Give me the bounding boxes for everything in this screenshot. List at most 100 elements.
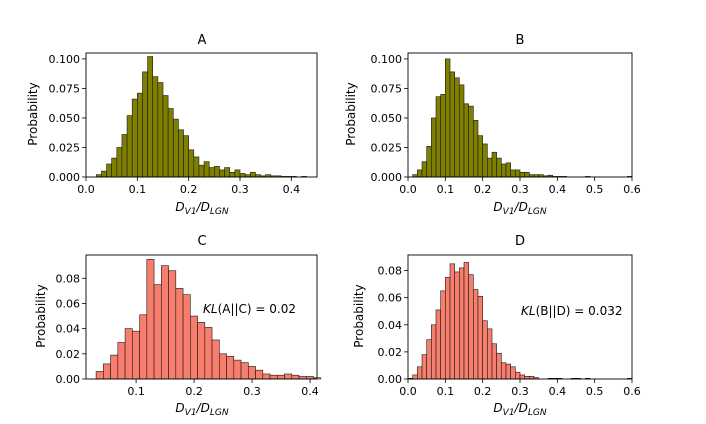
histogram-bar [146, 259, 155, 380]
y-tick-label: 0.100 [371, 53, 403, 66]
histogram-bar [132, 330, 140, 380]
x-tick-label: 0.0 [77, 183, 95, 196]
histogram-bar [219, 353, 227, 380]
histogram-bar [473, 120, 479, 178]
histogram-bar [487, 328, 493, 380]
panel-b: B Probability 0.0 0.1 0.2 0.3 0.4 0.5 0.6 0.00… [344, 33, 641, 217]
histogram-bar [505, 363, 511, 380]
panel-a-title: A [198, 33, 207, 48]
y-tick-label: 0.025 [371, 141, 403, 154]
panel-d-bars [407, 262, 633, 380]
histogram-bar [449, 71, 455, 178]
x-tick-label: 0.6 [623, 183, 641, 196]
panel-d-xticks: 0.0 0.1 0.2 0.3 0.4 0.5 0.6 [399, 379, 641, 398]
panel-c: C Probability 0.1 0.2 0.3 0.4 0.000.020.040… [34, 234, 322, 418]
histogram-bar [239, 173, 246, 178]
histogram-bar [454, 77, 460, 178]
histogram-bar [153, 284, 162, 380]
panel-d: D Probability 0.0 0.1 0.2 0.3 0.4 0.5 0.6 0.00… [352, 234, 641, 418]
histogram-bar [421, 354, 427, 380]
histogram-bar [95, 371, 104, 380]
panel-a-xlabel: DV1/DLGN [175, 200, 228, 217]
histogram-bar [445, 58, 451, 178]
histogram-bar [240, 362, 249, 380]
y-tick-label: 0.06 [56, 297, 81, 310]
x-tick-label: 0.1 [127, 385, 145, 398]
histogram-bar [421, 161, 427, 178]
panel-a-bars [95, 56, 308, 178]
histogram-bar [463, 262, 469, 380]
histogram-bar [463, 103, 469, 178]
histogram-bar [477, 296, 483, 380]
histogram-bar [431, 324, 437, 380]
y-tick-label: 0.02 [56, 348, 81, 361]
histogram-bar [190, 315, 198, 380]
y-tick-label: 0.06 [378, 292, 403, 305]
panel-c-xticks: 0.1 0.2 0.3 0.4 [127, 379, 319, 398]
histogram-bar [440, 94, 446, 178]
panel-a-xticks: 0.0 0.1 0.2 0.3 0.4 [77, 177, 300, 196]
panel-c-bars [95, 259, 322, 380]
histogram-bar [491, 343, 497, 380]
histogram-bar [473, 289, 479, 380]
histogram-bar [183, 135, 189, 178]
histogram-bar [417, 169, 423, 178]
histogram-bar [111, 157, 118, 178]
y-tick-label: 0.075 [49, 82, 81, 95]
x-tick-label: 0.2 [180, 183, 198, 196]
y-tick-label: 0.04 [56, 323, 81, 336]
histogram-bar [524, 171, 530, 178]
x-tick-label: 0.1 [437, 183, 455, 196]
histogram-bar [247, 366, 256, 380]
histogram-bar [435, 309, 441, 380]
x-tick-label: 0.5 [586, 385, 604, 398]
histogram-bar [459, 267, 465, 380]
histogram-bar [117, 342, 126, 380]
histogram-bar [121, 134, 128, 178]
y-tick-label: 0.04 [378, 319, 403, 332]
histogram-bar [198, 164, 205, 178]
panel-c-frame [85, 254, 318, 380]
histogram-bar [445, 277, 451, 380]
histogram-bar [224, 167, 231, 178]
histogram-bar [482, 143, 488, 178]
y-tick-label: 0.00 [56, 373, 81, 386]
x-tick-label: 0.3 [231, 183, 249, 196]
histogram-bar [501, 362, 507, 380]
panel-b-yticks: 0.000 0.025 0.050 0.075 0.100 [371, 53, 408, 184]
histogram-bar [172, 118, 179, 178]
histogram-bar [454, 271, 460, 380]
histogram-bar [269, 374, 278, 380]
histogram-bar [468, 105, 474, 178]
histogram-bar [162, 95, 169, 178]
histogram-bar [505, 162, 511, 178]
y-tick-label: 0.075 [371, 82, 403, 95]
histogram-bar [178, 129, 184, 178]
panel-b-bars [412, 58, 633, 178]
histogram-bar [126, 115, 133, 178]
histogram-bar [103, 363, 111, 380]
histogram-bar [510, 169, 516, 178]
histogram-bar [255, 369, 264, 380]
histogram-bar [211, 339, 220, 380]
histogram-bar [234, 169, 241, 178]
panel-b-ylabel: Probability [344, 82, 358, 145]
x-tick-label: 0.0 [399, 183, 417, 196]
histogram-bar [412, 374, 418, 380]
histogram-bar [459, 84, 465, 178]
histogram-bar [496, 352, 502, 380]
panel-c-ylabel: Probability [34, 284, 48, 347]
histogram-bar [204, 327, 213, 380]
panel-c-kl-annotation: KL(A||C) = 0.02 [203, 302, 296, 316]
histogram-bar [435, 96, 441, 178]
x-tick-label: 0.4 [301, 385, 319, 398]
y-tick-label: 0.08 [56, 272, 81, 285]
histogram-bar [137, 92, 143, 178]
y-tick-label: 0.100 [49, 53, 81, 66]
histogram-bar [226, 356, 235, 380]
panel-d-ylabel: Probability [352, 284, 366, 347]
histogram-bar [491, 151, 497, 178]
y-tick-label: 0.050 [371, 112, 403, 125]
x-tick-label: 0.2 [474, 385, 492, 398]
